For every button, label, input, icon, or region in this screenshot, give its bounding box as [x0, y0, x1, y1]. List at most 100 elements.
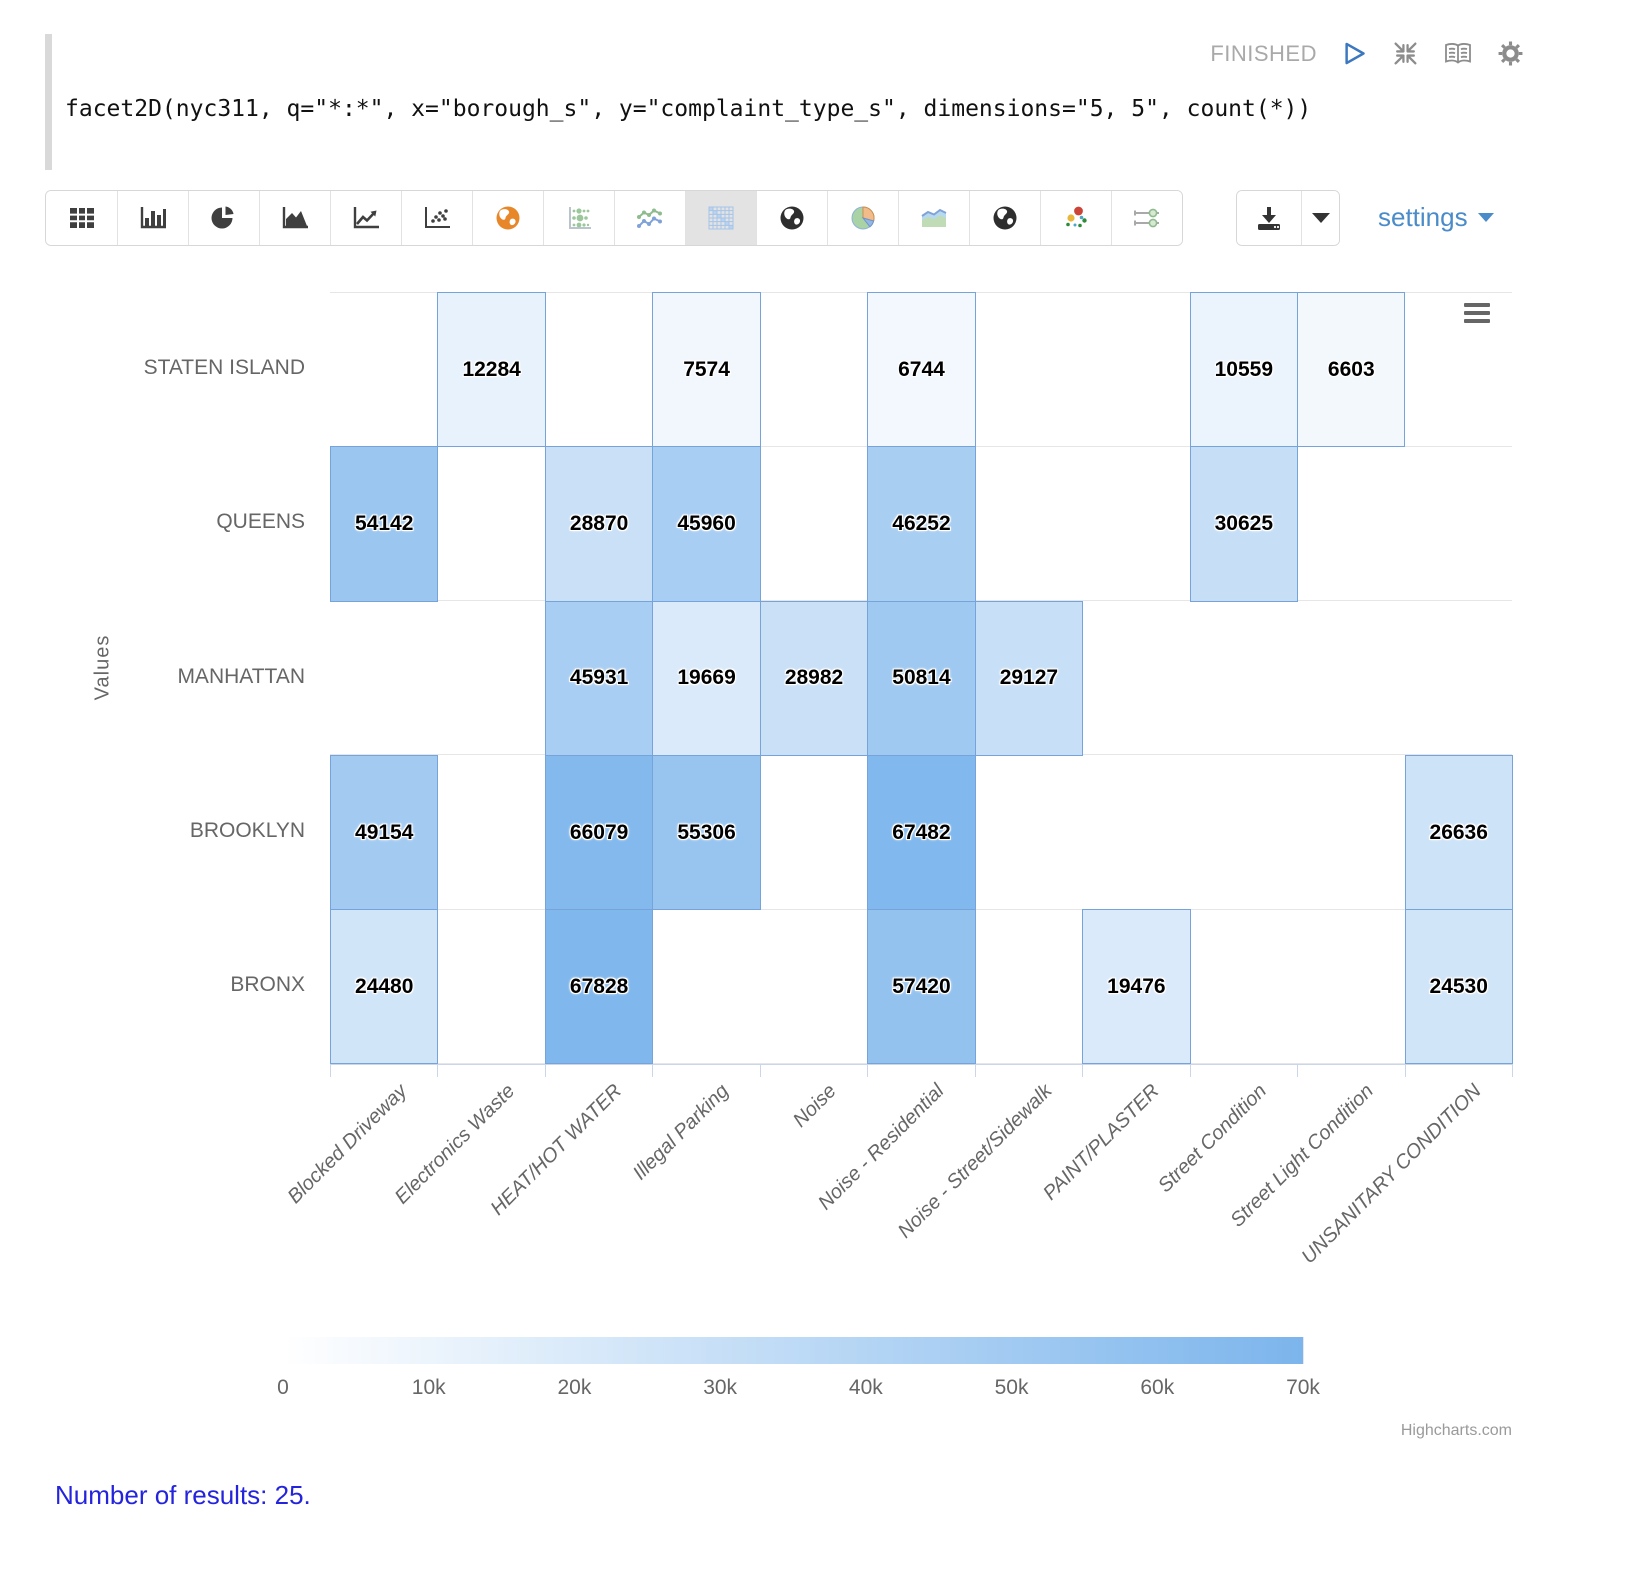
pie-color-chart-icon[interactable]	[827, 191, 898, 245]
globe-dark-icon[interactable]	[756, 191, 827, 245]
heatmap-cell[interactable]: 49154	[330, 754, 439, 911]
heatmap-cell[interactable]: 29127	[974, 600, 1084, 756]
x-axis-tick	[652, 1063, 654, 1077]
download-group	[1236, 190, 1340, 246]
cell-value: 54142	[355, 511, 414, 535]
cell-value: 55306	[677, 820, 736, 844]
book-icon[interactable]	[1443, 40, 1473, 67]
cell-value: 7574	[683, 357, 730, 381]
cell-value: 57420	[892, 974, 951, 998]
chart-context-menu-icon[interactable]	[1464, 303, 1490, 327]
x-axis-label: PAINT/PLASTER	[1038, 1079, 1164, 1205]
download-caret-button[interactable]	[1301, 191, 1339, 245]
globe-orange-icon[interactable]	[472, 191, 543, 245]
heatmap-cell[interactable]: 6744	[867, 292, 976, 448]
y-axis-label: QUEENS	[216, 510, 305, 534]
heatmap-cell[interactable]: 50814	[867, 600, 976, 756]
cell-value: 10559	[1214, 357, 1274, 381]
compress-icon[interactable]	[1392, 40, 1419, 67]
y-axis-label: BRONX	[230, 973, 305, 997]
color-legend-bar	[283, 1337, 1303, 1364]
legend-tick-label: 60k	[1140, 1376, 1175, 1399]
heatmap-cell[interactable]: 7574	[652, 292, 761, 448]
cell-value: 66079	[569, 820, 629, 844]
globe-dark2-icon[interactable]	[969, 191, 1040, 245]
cell-value: 6603	[1327, 357, 1375, 381]
x-axis-tick	[974, 1063, 976, 1077]
download-button[interactable]	[1237, 191, 1301, 245]
y-axis-label: MANHATTAN	[177, 664, 305, 688]
heatmap-cell[interactable]: 45931	[544, 600, 654, 756]
heatmap-cell[interactable]: 28870	[544, 446, 654, 602]
sliders-icon[interactable]	[1111, 191, 1182, 245]
cell-value: 29127	[999, 666, 1059, 690]
heatmap-cell[interactable]: 24480	[330, 909, 439, 1065]
code-line[interactable]: facet2D(nyc311, q="*:*", x="borough_s", …	[65, 96, 1312, 122]
multi-line-chart-icon[interactable]	[614, 191, 685, 245]
area-chart-icon[interactable]	[259, 191, 330, 245]
scatter-color-chart-icon[interactable]	[1040, 191, 1111, 245]
x-axis-tick	[437, 1063, 439, 1077]
heatmap-cell[interactable]: 10559	[1189, 292, 1299, 448]
gear-icon[interactable]	[1497, 40, 1524, 67]
heatmap-cell[interactable]: 24530	[1404, 909, 1513, 1065]
heatmap-cell[interactable]: 30625	[1189, 446, 1299, 602]
x-axis-tick	[867, 1063, 869, 1077]
settings-button[interactable]: settings	[1378, 202, 1494, 233]
cell-value: 45960	[677, 511, 736, 535]
heatmap-cell[interactable]: 19476	[1082, 909, 1191, 1065]
bar-chart-icon[interactable]	[117, 191, 188, 245]
cell-value: 30625	[1214, 511, 1274, 535]
table-icon[interactable]	[46, 191, 117, 245]
cell-value: 6744	[898, 357, 945, 381]
heatmap-cell[interactable]: 46252	[867, 446, 976, 602]
y-axis-label: BROOKLYN	[189, 819, 305, 843]
cell-value: 67482	[892, 820, 951, 844]
highcharts-credit: Highcharts.com	[1400, 1422, 1512, 1439]
heatmap-cell[interactable]: 54142	[330, 446, 439, 602]
cell-value: 19476	[1107, 974, 1166, 998]
run-button[interactable]	[1341, 40, 1368, 67]
legend-tick-label: 10k	[411, 1376, 446, 1399]
heatmap-cell[interactable]: 57420	[867, 909, 976, 1065]
cell-value: 45931	[569, 666, 629, 690]
legend-tick-label: 70k	[1286, 1376, 1320, 1399]
heatmap-cell[interactable]: 67828	[544, 909, 654, 1065]
heatmap-cell[interactable]: 26636	[1404, 754, 1513, 911]
heatmap-chart-icon[interactable]	[685, 191, 756, 245]
heatmap-cell[interactable]: 6603	[1297, 292, 1406, 448]
cell-value: 26636	[1429, 820, 1488, 844]
area-color-chart-icon[interactable]	[898, 191, 969, 245]
x-axis-tick	[330, 1063, 331, 1077]
cell-value: 50814	[892, 666, 951, 690]
paragraph-status: FINISHED	[1210, 40, 1317, 66]
cell-value: 67828	[569, 974, 629, 998]
line-chart-icon[interactable]	[330, 191, 401, 245]
heatmap-cell[interactable]: 45960	[652, 446, 761, 602]
x-axis-tick	[1297, 1063, 1299, 1077]
legend-tick-label: 30k	[703, 1376, 738, 1399]
heatmap-cell[interactable]: 28982	[759, 600, 869, 756]
x-axis-label: Illegal Parking	[629, 1079, 734, 1184]
x-axis-label: UNSANITARY CONDITION	[1297, 1079, 1486, 1268]
legend-tick-label: 40k	[848, 1376, 883, 1399]
cell-value: 24530	[1429, 974, 1488, 998]
heatmap-cell[interactable]: 55306	[652, 754, 761, 911]
cell-value: 28982	[784, 666, 844, 690]
cell-value: 28870	[569, 511, 629, 535]
x-axis-label: Street Condition	[1153, 1079, 1271, 1197]
legend-tick-label: 20k	[557, 1376, 592, 1399]
chevron-down-icon	[1311, 213, 1330, 223]
heatmap-cell[interactable]: 12284	[437, 292, 546, 448]
heatmap-cell[interactable]: 67482	[867, 754, 976, 911]
cell-value: 19669	[677, 666, 736, 690]
heatmap-cell[interactable]: 19669	[652, 600, 761, 756]
scatter-chart-icon[interactable]	[401, 191, 472, 245]
legend-tick-label: 50k	[994, 1376, 1029, 1399]
bubble-matrix-icon[interactable]	[543, 191, 614, 245]
heatmap-cell[interactable]: 66079	[544, 754, 654, 911]
x-axis-label: Blocked Driveway	[283, 1079, 412, 1208]
pie-chart-icon[interactable]	[188, 191, 259, 245]
